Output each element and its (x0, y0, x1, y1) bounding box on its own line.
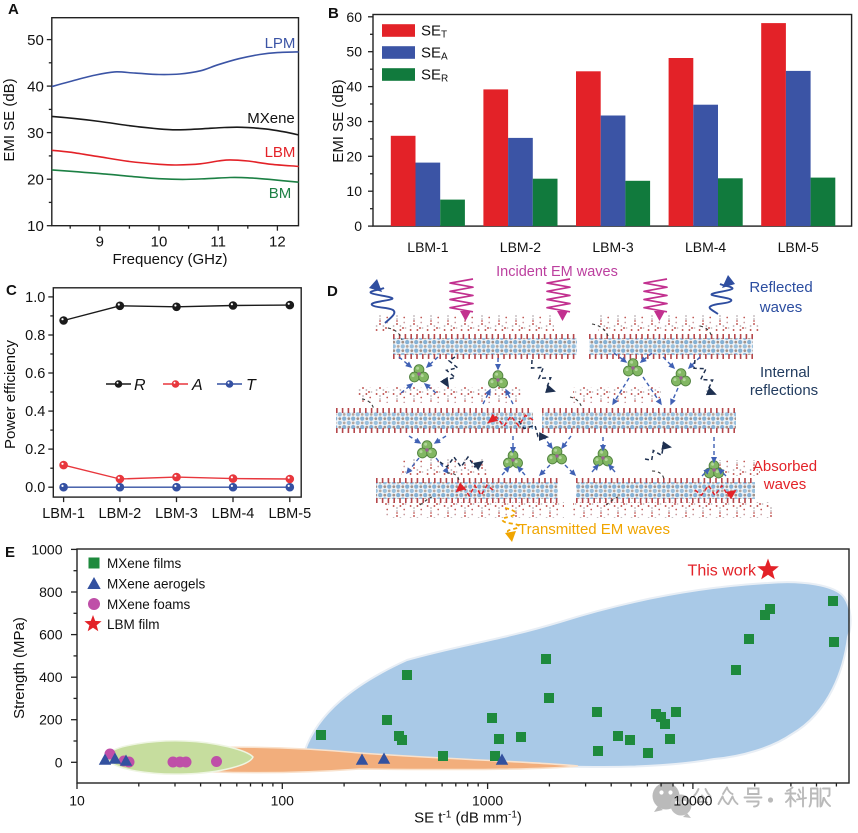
svg-text:MXene films: MXene films (107, 556, 182, 571)
svg-text:0: 0 (354, 218, 362, 234)
svg-text:1.0: 1.0 (25, 290, 45, 306)
svg-text:A: A (8, 1, 19, 18)
svg-text:LBM film: LBM film (107, 617, 160, 632)
svg-text:Internal: Internal (760, 364, 810, 381)
svg-text:1000: 1000 (31, 541, 62, 557)
svg-text:LBM-3: LBM-3 (592, 239, 633, 255)
svg-text:800: 800 (39, 584, 63, 600)
svg-text:10000: 10000 (673, 793, 712, 809)
svg-text:60: 60 (346, 9, 362, 25)
svg-text:0.0: 0.0 (25, 480, 45, 496)
svg-text:waves: waves (763, 476, 807, 493)
svg-text:10: 10 (27, 218, 44, 235)
svg-text:40: 40 (346, 79, 362, 95)
svg-text:0.2: 0.2 (25, 442, 45, 458)
svg-text:SE t-1 (dB mm-1): SE t-1 (dB mm-1) (414, 810, 522, 827)
svg-text:0.8: 0.8 (25, 328, 45, 344)
svg-text:MXene aerogels: MXene aerogels (107, 576, 206, 591)
svg-text:12: 12 (269, 234, 286, 251)
svg-text:0.4: 0.4 (25, 404, 45, 420)
svg-text:LBM-4: LBM-4 (685, 239, 726, 255)
svg-text:LBM-5: LBM-5 (268, 506, 311, 522)
svg-text:This work: This work (688, 563, 757, 580)
svg-text:D: D (327, 283, 338, 300)
svg-text:C: C (6, 282, 17, 299)
svg-text:LBM-3: LBM-3 (155, 506, 198, 522)
svg-text:Frequency (GHz): Frequency (GHz) (112, 251, 227, 268)
svg-text:10: 10 (69, 793, 85, 809)
svg-text:Incident EM waves: Incident EM waves (496, 264, 618, 280)
svg-text:Absorbed: Absorbed (753, 458, 817, 475)
svg-text:0: 0 (55, 754, 63, 770)
svg-text:20: 20 (346, 148, 362, 164)
svg-text:SER: SER (421, 67, 448, 85)
svg-text:reflections: reflections (750, 382, 818, 399)
svg-text:R: R (134, 377, 146, 394)
svg-text:10: 10 (346, 183, 362, 199)
svg-text:11: 11 (210, 234, 226, 251)
svg-text:9: 9 (96, 234, 104, 251)
svg-text:A: A (191, 377, 203, 394)
svg-text:50: 50 (346, 44, 362, 60)
svg-text:EMI SE (dB): EMI SE (dB) (1, 78, 18, 161)
svg-text:LBM-1: LBM-1 (42, 506, 85, 522)
svg-text:SEA: SEA (421, 45, 448, 63)
svg-text:0.6: 0.6 (25, 366, 45, 382)
svg-text:LBM-2: LBM-2 (500, 239, 541, 255)
svg-text:100: 100 (271, 793, 295, 809)
svg-text:1000: 1000 (472, 793, 503, 809)
svg-text:MXene: MXene (247, 110, 295, 127)
svg-text:Transmitted EM waves: Transmitted EM waves (518, 521, 670, 538)
svg-text:BM: BM (269, 185, 292, 202)
svg-text:LBM: LBM (265, 144, 296, 161)
svg-text:40: 40 (27, 78, 44, 95)
svg-text:E: E (5, 544, 15, 561)
svg-text:30: 30 (346, 114, 362, 130)
svg-text:MXene foams: MXene foams (107, 597, 191, 612)
svg-text:LPM: LPM (265, 35, 296, 52)
svg-text:Power efficiency: Power efficiency (2, 340, 19, 449)
svg-text:B: B (328, 5, 339, 22)
svg-text:LBM-1: LBM-1 (407, 239, 448, 255)
svg-text:LBM-2: LBM-2 (99, 506, 142, 522)
svg-text:LBM-5: LBM-5 (778, 239, 819, 255)
svg-text:LBM-4: LBM-4 (212, 506, 255, 522)
svg-text:T: T (246, 377, 257, 394)
svg-text:600: 600 (39, 627, 63, 643)
svg-text:30: 30 (27, 125, 44, 142)
svg-text:10: 10 (151, 234, 168, 251)
svg-text:EMI SE (dB): EMI SE (dB) (330, 79, 347, 162)
svg-text:Reflected: Reflected (749, 279, 812, 296)
svg-text:SET: SET (421, 23, 447, 41)
svg-text:200: 200 (39, 712, 63, 728)
svg-text:Strength (MPa): Strength (MPa) (11, 617, 28, 719)
svg-text:20: 20 (27, 172, 44, 189)
svg-text:waves: waves (759, 299, 803, 316)
svg-text:400: 400 (39, 669, 63, 685)
svg-text:50: 50 (27, 32, 44, 49)
